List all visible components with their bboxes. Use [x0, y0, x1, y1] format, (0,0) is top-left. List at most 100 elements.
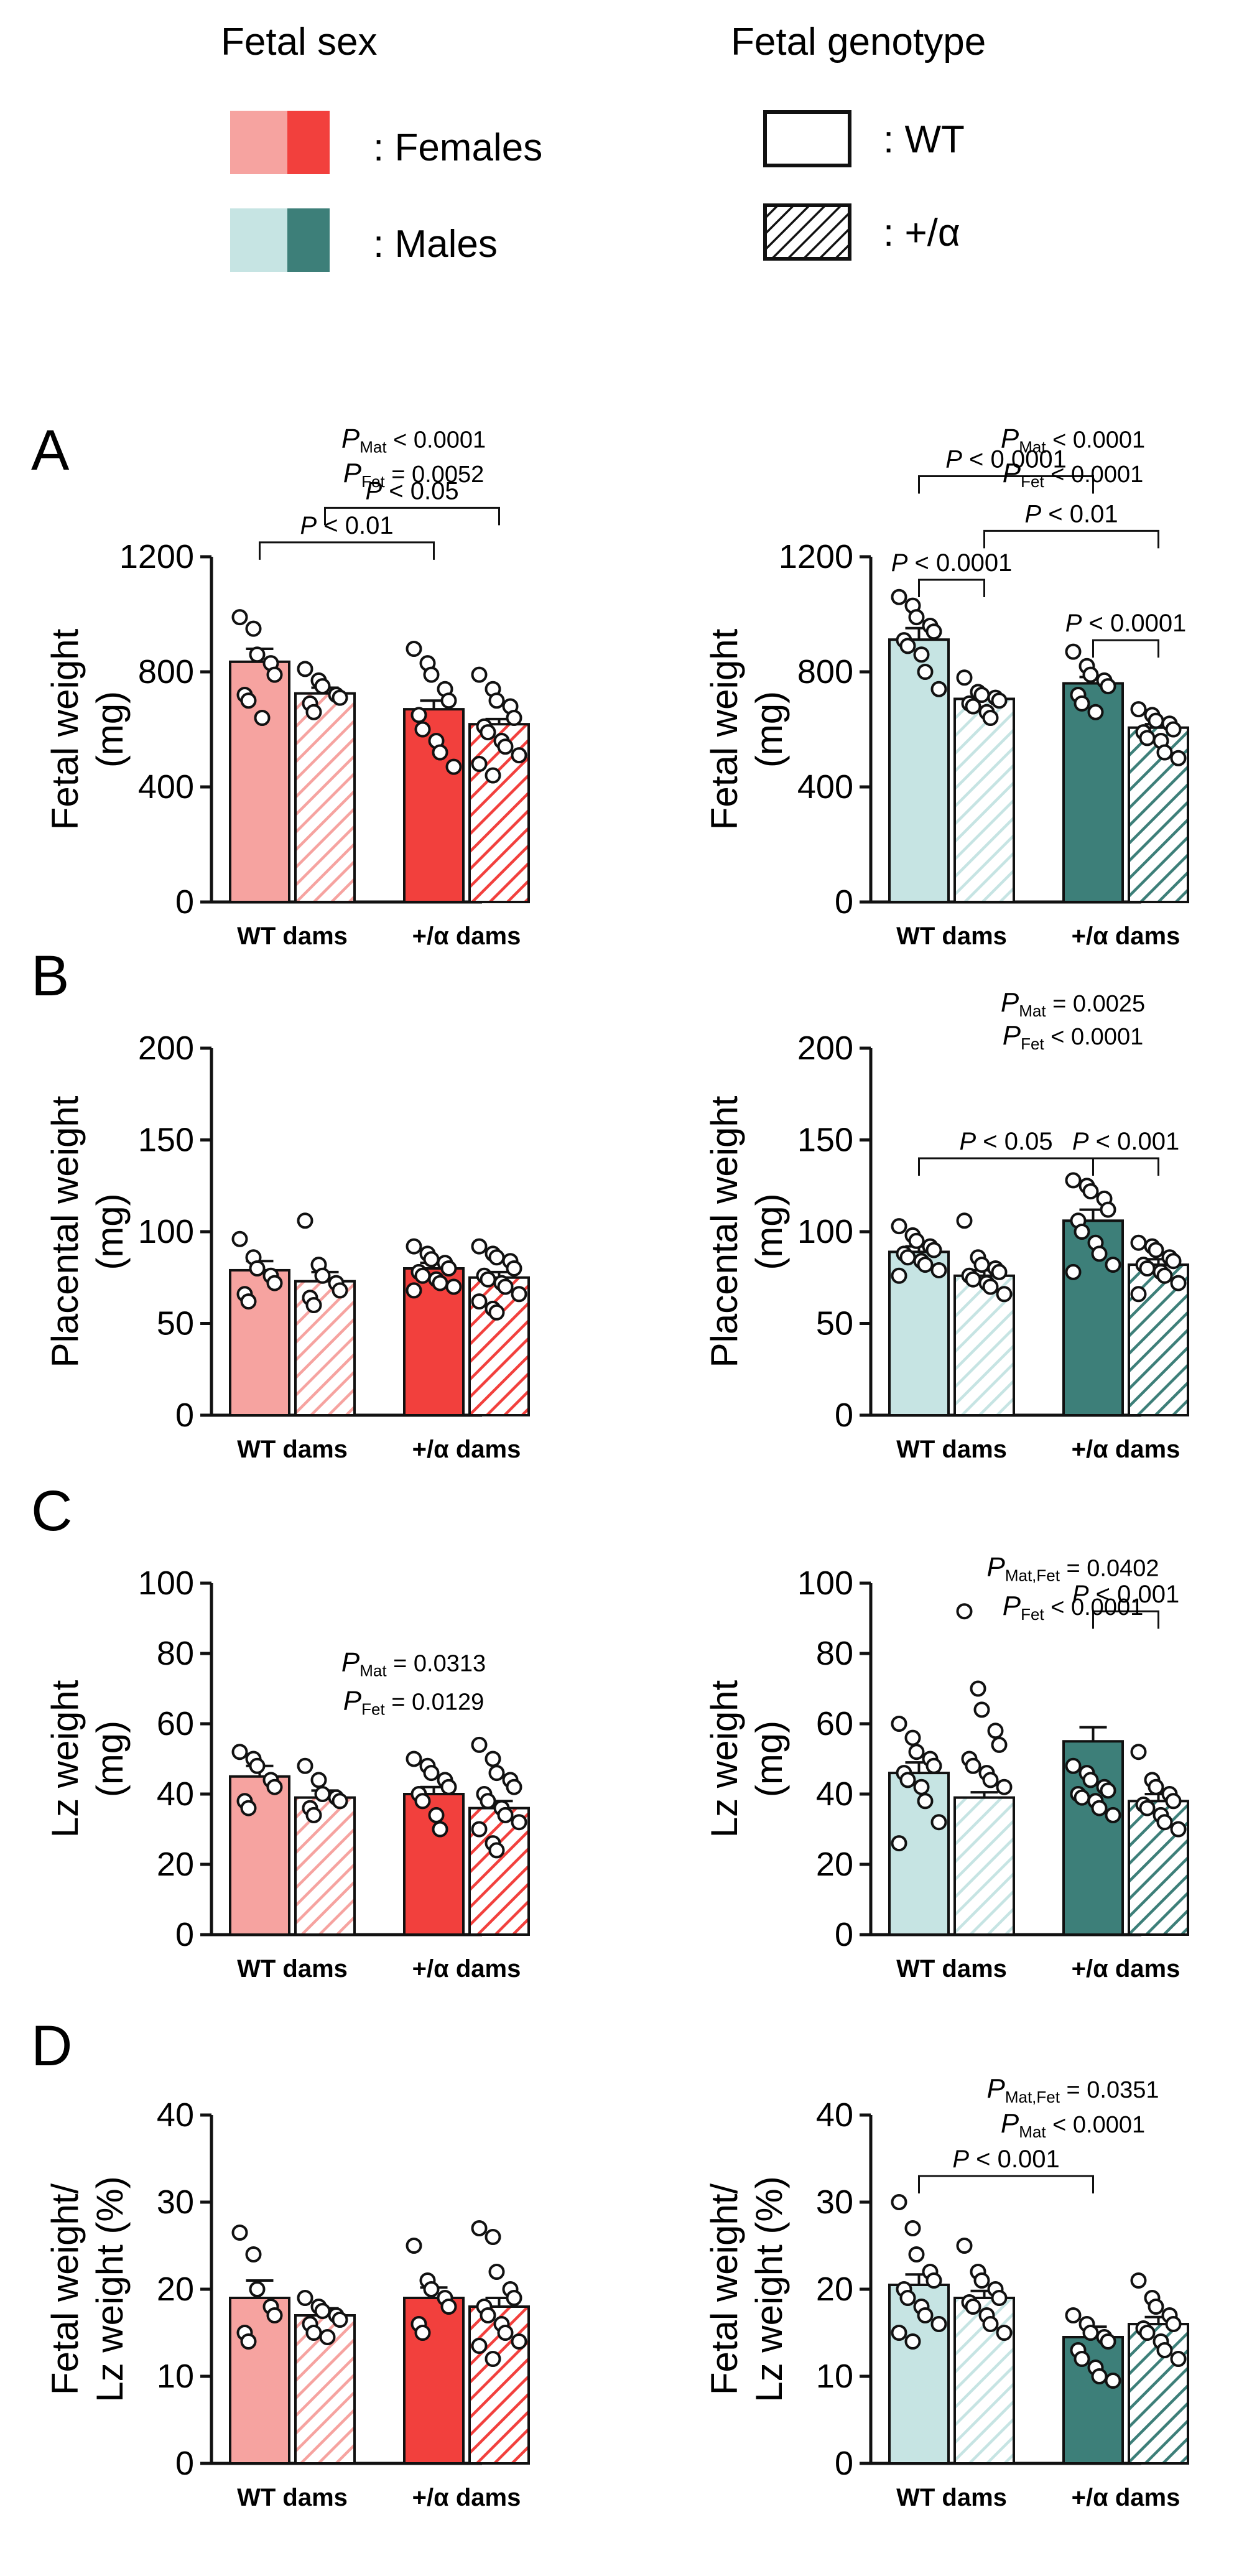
data-point — [1130, 1234, 1147, 1251]
data-point — [506, 2290, 522, 2306]
data-point — [1065, 1172, 1082, 1189]
data-point — [440, 1779, 457, 1795]
y-tick-label: 100 — [797, 1213, 853, 1250]
y-tick-label: 200 — [138, 1030, 194, 1067]
data-point — [991, 2290, 1008, 2306]
data-point — [488, 692, 505, 709]
data-point — [917, 2307, 934, 2323]
significance-bracket — [259, 541, 435, 560]
data-point — [245, 2246, 262, 2262]
y-tick-label: 0 — [835, 1397, 853, 1434]
data-point — [1082, 1183, 1099, 1200]
significance-label: P < 0.0001 — [1065, 610, 1187, 637]
x-category-label: +/α dams — [1072, 1955, 1180, 1983]
data-point — [1156, 1814, 1173, 1831]
data-point — [506, 1260, 522, 1276]
data-point — [1170, 1275, 1187, 1291]
x-category-label: WT dams — [896, 2484, 1007, 2511]
data-point — [240, 2333, 257, 2350]
data-point — [1082, 2325, 1099, 2341]
males-legend-label: : Males — [373, 223, 498, 266]
data-point — [1148, 712, 1164, 729]
data-point — [497, 1806, 514, 1823]
male-dark-swatch — [287, 208, 330, 272]
data-point — [917, 664, 934, 680]
data-point — [314, 2303, 331, 2319]
females-legend-label: : Females — [373, 126, 542, 169]
y-tick-label: 20 — [157, 1846, 194, 1883]
panel-letter-A: A — [31, 419, 70, 482]
data-point — [406, 1238, 422, 1255]
data-point — [1074, 1224, 1090, 1240]
data-point — [497, 738, 514, 755]
data-point — [1165, 721, 1182, 738]
panel-letter-C: C — [31, 1479, 72, 1543]
stat-annotation: PMat < 0.0001 — [1001, 2108, 1145, 2141]
stat-annotation: PFet < 0.0001 — [1003, 458, 1143, 491]
chart-D-female: D Fetal weight/Lz weight (%) 0 10 20 30 40 WT d… — [31, 2014, 530, 2511]
data-point — [432, 1275, 448, 1291]
data-point — [1148, 2299, 1164, 2315]
data-point — [917, 1793, 934, 1810]
data-point — [297, 2290, 313, 2306]
data-point — [1065, 1263, 1082, 1280]
data-point — [973, 1701, 990, 1718]
data-point — [488, 2264, 505, 2280]
y-axis-label: Lz weight — [703, 1680, 745, 1838]
data-point — [1105, 1257, 1121, 1273]
data-point — [904, 1729, 921, 1746]
data-point — [1130, 1286, 1147, 1303]
chart-C-female: C Lz weight (mg) 0 20 40 60 80 100 WT dams +/α dam… — [31, 1479, 530, 1983]
x-category-label: +/α dams — [412, 1436, 521, 1463]
data-point — [1165, 1793, 1182, 1810]
y-axis-label: Placental weight — [44, 1095, 86, 1367]
het-legend-label: : +/α — [883, 212, 960, 254]
data-point — [1100, 1782, 1116, 1799]
data-point — [511, 747, 527, 764]
y-axis-label: Lz weight — [44, 1680, 86, 1838]
data-point — [913, 1779, 930, 1795]
significance-label: P < 0.05 — [959, 1128, 1052, 1155]
data-point — [432, 744, 448, 761]
data-point — [1065, 1757, 1082, 1774]
y-axis-label: (mg) — [89, 691, 131, 768]
data-point — [982, 1278, 999, 1295]
significance-bracket — [918, 475, 1094, 494]
data-point — [305, 704, 322, 720]
y-tick-label: 100 — [797, 1565, 853, 1602]
data-point — [908, 609, 925, 626]
data-point — [231, 609, 248, 626]
y-tick-label: 0 — [835, 2445, 853, 2482]
y-axis-label: (mg) — [748, 691, 790, 768]
data-point — [406, 2238, 422, 2254]
female-light-swatch — [230, 111, 287, 174]
significance-label: P < 0.001 — [952, 2146, 1059, 2173]
y-tick-label: 100 — [138, 1565, 194, 1602]
y-axis-label: (mg) — [89, 1721, 131, 1797]
data-point — [297, 1757, 313, 1774]
data-point — [1100, 1201, 1116, 1218]
data-point — [925, 1757, 942, 1774]
y-axis-label: Placental weight — [703, 1095, 745, 1367]
data-point — [899, 1249, 916, 1266]
x-category-label: +/α dams — [412, 2484, 521, 2511]
data-point — [423, 1251, 440, 1268]
x-category-label: WT dams — [237, 1436, 348, 1463]
x-category-label: WT dams — [896, 923, 1007, 950]
bar-WT-+/α dams — [1062, 2336, 1124, 2465]
data-point — [899, 2290, 916, 2306]
x-category-label: +/α dams — [412, 1955, 521, 1983]
y-tick-label: 200 — [797, 1030, 853, 1067]
y-axis-label: Fetal weight — [703, 628, 745, 830]
data-point — [245, 620, 262, 637]
data-point — [471, 756, 488, 772]
y-tick-label: 800 — [138, 653, 194, 690]
data-point — [432, 1821, 448, 1838]
data-point — [506, 1779, 522, 1795]
data-point — [485, 1751, 501, 1767]
bar-WT-WT dams — [229, 2297, 290, 2465]
stat-annotation: PMat < 0.0001 — [1001, 423, 1145, 456]
stat-annotation: PMat < 0.0001 — [341, 423, 486, 456]
y-tick-label: 150 — [797, 1122, 853, 1159]
